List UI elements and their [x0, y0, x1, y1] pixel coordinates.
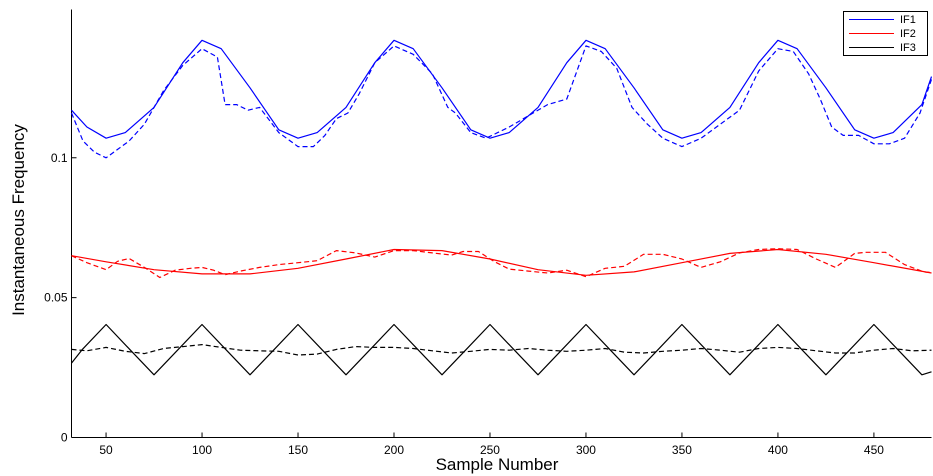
x-tick-label: 450 [864, 443, 884, 457]
x-tick-label: 300 [576, 443, 596, 457]
legend-label-if3: IF3 [900, 42, 916, 54]
legend-label-if1: IF1 [900, 14, 916, 26]
series-line-if1-solid [71, 39, 932, 139]
x-tick-label: 400 [768, 443, 788, 457]
x-tick-label: 150 [288, 443, 308, 457]
x-tick-label: 200 [384, 443, 404, 457]
legend-label-if2: IF2 [900, 28, 916, 40]
series-line-if3-dashed [71, 344, 932, 356]
legend: IF1 IF2 IF3 [843, 11, 928, 56]
y-tick-label: 0.05 [44, 291, 68, 305]
y-tick-label: 0.1 [51, 151, 68, 165]
y-ticks: 0 0.05 0.1 [44, 151, 77, 445]
series-layer [71, 39, 932, 376]
series-line-if1-dashed [71, 45, 932, 159]
series-line-if2-dashed [71, 248, 932, 279]
x-ticks: 50 100 150 200 250 300 350 400 450 [99, 432, 884, 457]
y-tick-label: 0 [61, 431, 68, 445]
series-line-if3-solid [71, 323, 932, 376]
x-tick-label: 350 [672, 443, 692, 457]
y-axis-label: Instantaneous Frequency [9, 124, 28, 316]
x-axis-label: Sample Number [436, 455, 559, 474]
axes-frame [71, 9, 932, 438]
x-tick-label: 250 [480, 443, 500, 457]
series-line-if2-solid [71, 248, 932, 276]
x-tick-label: 50 [99, 443, 113, 457]
x-tick-label: 100 [192, 443, 212, 457]
